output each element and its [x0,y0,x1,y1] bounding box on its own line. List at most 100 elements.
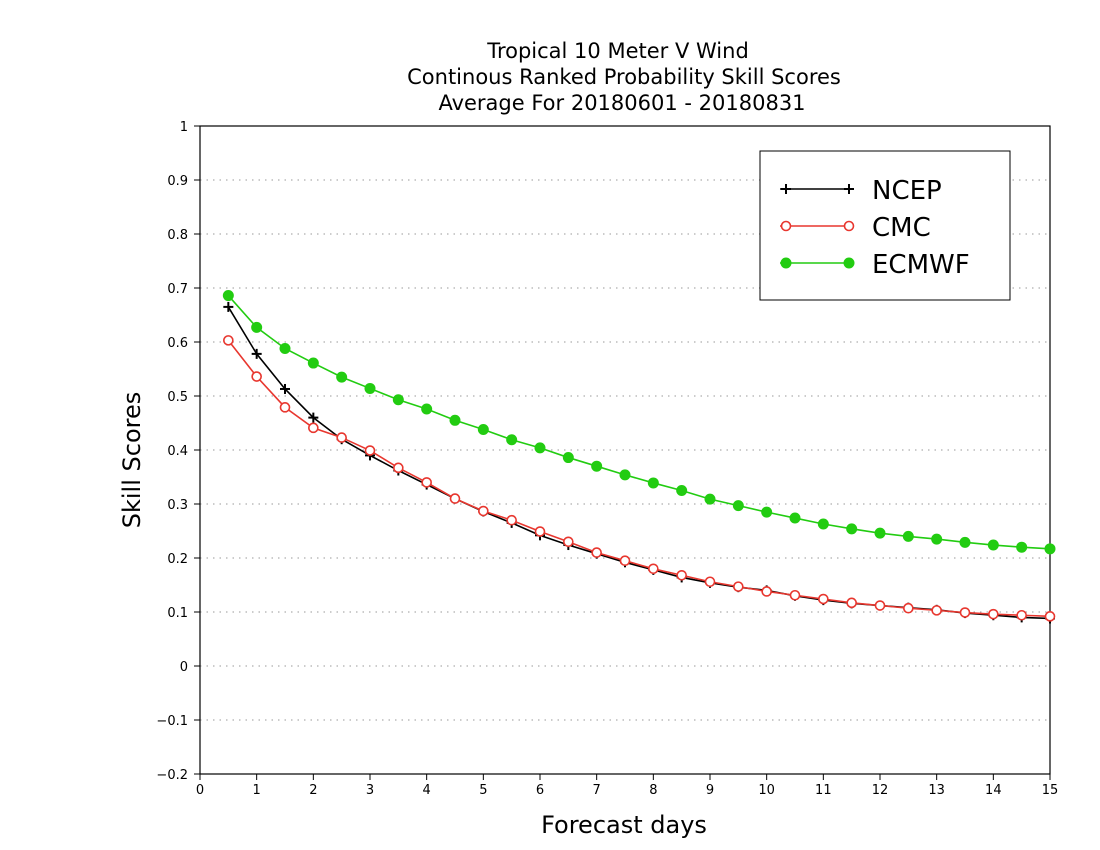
data-point-ecmwf [222,290,234,302]
x-tick-label: 5 [479,783,487,798]
data-point-ncep [308,412,319,423]
legend-entry-cmc: CMC [780,213,931,243]
data-point-cmc [988,608,999,620]
y-tick-label: 0.1 [167,606,188,621]
data-point-ecmwf [364,382,376,394]
x-tick-label: 8 [649,783,657,798]
data-point-cmc [648,563,659,575]
data-point-ecmwf [506,434,518,446]
series-line-ncep [227,306,1051,620]
legend-label-ncep: NCEP [872,176,942,206]
data-point-ecmwf [392,394,404,406]
data-point-cmc [959,607,971,618]
data-point-ecmwf [874,527,886,539]
data-point-ecmwf [931,533,943,545]
data-point-cmc [251,371,262,382]
data-point-ncep [280,383,290,394]
x-tick-label: 1 [253,783,261,798]
data-point-cmc [1044,611,1056,622]
data-point-cmc [563,536,574,548]
legend-label-ecmwf: ECMWF [872,250,970,280]
data-point-ecmwf [1016,541,1028,553]
data-point-ecmwf [902,530,914,542]
y-tick-label: −0.2 [156,768,188,783]
x-tick-label: 14 [985,783,1002,798]
data-point-cmc [903,602,914,614]
data-point-cmc [591,547,602,558]
data-point-ecmwf [817,518,829,530]
y-tick-label: 0.9 [167,174,188,189]
legend-entry-ncep: NCEP [780,176,942,206]
data-point-cmc [449,493,461,504]
series-ecmwf [222,290,1056,555]
series-layer [222,290,1056,624]
x-tick-label: 4 [423,783,431,798]
y-tick-label: 0.3 [167,498,188,513]
legend: NCEP CMC ECMWF [759,150,1011,301]
y-tick-label: 0.8 [167,228,188,243]
data-point-cmc [619,555,631,567]
data-point-cmc [789,589,801,601]
data-point-cmc [336,432,347,443]
data-point-ecmwf [1044,543,1056,555]
data-point-cmc [1016,609,1027,621]
x-tick-label: 7 [593,783,601,798]
y-tick-label: 0.5 [167,390,188,405]
data-point-ecmwf [676,485,688,496]
x-tick-label: 3 [366,783,374,798]
y-axis-ticks: −0.2 −0.1 0 0.1 0.2 0.3 0.4 0.5 0.6 0.7 0.8 0.9 1 [156,120,200,783]
data-point-ecmwf [336,371,348,383]
legend-marker [780,220,792,232]
y-tick-label: 0.2 [167,552,188,567]
x-tick-label: 2 [309,783,317,798]
legend-marker [780,257,792,269]
data-point-ecmwf [534,442,546,454]
data-point-ecmwf [279,342,291,354]
legend-marker [843,220,855,232]
data-point-ecmwf [307,357,319,369]
data-point-ecmwf [846,523,858,535]
y-axis-label: Skill Scores [118,392,146,529]
x-tick-label: 15 [1042,783,1059,798]
legend-label-cmc: CMC [872,213,931,243]
legend-marker [781,184,791,194]
data-point-ecmwf [761,506,773,518]
series-ncep [223,301,1055,624]
data-point-cmc [279,402,291,413]
data-point-cmc [931,605,942,616]
data-point-ecmwf [591,460,603,472]
legend-marker [844,184,854,194]
x-axis-label: Forecast days [541,811,707,839]
y-tick-label: 0.7 [167,282,188,297]
data-point-ecmwf [704,493,716,505]
x-axis-ticks: 0 1 2 3 4 5 6 7 8 9 10 11 12 13 14 15 [196,774,1058,798]
data-point-cmc [421,477,432,488]
data-point-ecmwf [619,469,631,481]
data-point-cmc [874,600,886,611]
data-point-cmc [704,576,716,588]
chart-title-line-3: Average For 20180601 - 20180831 [438,91,805,115]
data-point-ecmwf [647,477,659,489]
data-point-cmc [818,593,829,605]
legend-entry-ecmwf: ECMWF [780,250,970,280]
y-tick-label: −0.1 [156,714,188,729]
data-point-cmc [364,445,376,456]
data-point-cmc [761,586,772,597]
data-point-ecmwf [987,539,999,551]
chart-title-line-1: Tropical 10 Meter V Wind [486,39,749,63]
chart-title-line-2: Continous Ranked Probability Skill Score… [407,65,841,89]
data-point-ecmwf [789,512,801,524]
series-line-ecmwf [227,295,1051,550]
data-point-cmc [676,569,687,581]
legend-marker [843,257,855,269]
x-tick-label: 6 [536,783,544,798]
data-point-ecmwf [732,500,744,512]
series-cmc [223,335,1056,622]
x-tick-label: 11 [815,783,832,798]
x-tick-label: 0 [196,783,204,798]
data-point-cmc [478,505,489,517]
x-tick-label: 10 [758,783,775,798]
y-tick-label: 0.4 [167,444,188,459]
data-point-cmc [393,462,404,474]
